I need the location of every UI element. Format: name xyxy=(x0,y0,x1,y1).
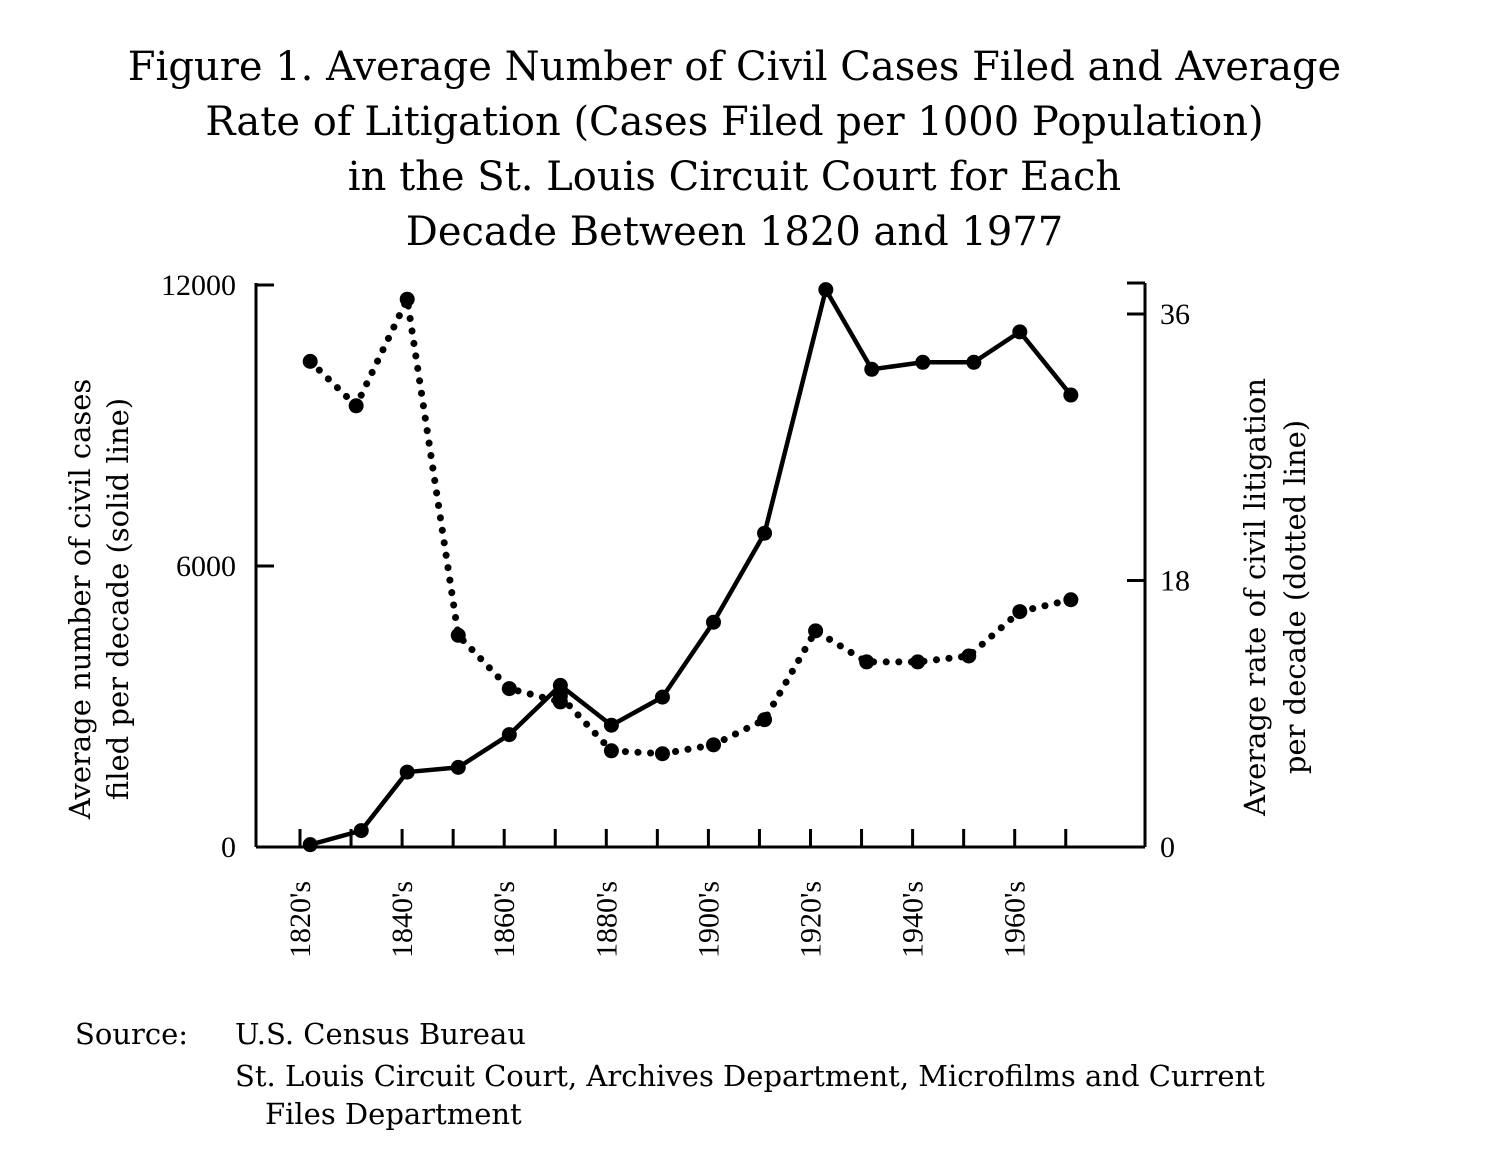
solid-series-line xyxy=(309,287,1073,847)
title-line-4: Decade Between 1820 and 1977 xyxy=(405,209,1064,255)
solid-series xyxy=(302,282,1079,853)
x-tick-label: 1840's xyxy=(386,881,419,958)
dotted-series-point xyxy=(302,353,318,369)
dotted-series-point xyxy=(348,398,364,414)
x-tick-label: 1860's xyxy=(488,881,521,958)
right-axis-title-line-1: Average rate of civil litigation xyxy=(1238,378,1272,817)
source-line-3: Files Department xyxy=(265,1097,522,1131)
solid-series-point xyxy=(966,354,982,370)
y-ticks: 0 6000 12000 0 18 36 xyxy=(161,269,1190,864)
solid-series-point xyxy=(1063,387,1079,403)
x-tick-label: 1880's xyxy=(590,881,623,958)
right-y-tick-label: 0 xyxy=(1160,831,1175,864)
solid-series-point xyxy=(757,525,773,541)
solid-series-point xyxy=(399,764,415,780)
x-tick-label: 1900's xyxy=(692,881,725,958)
left-axis-title-line-1: Average number of civil cases xyxy=(63,379,97,821)
left-y-tick-label: 0 xyxy=(221,831,236,864)
x-tick-label: 1960's xyxy=(999,881,1032,958)
dotted-series-point xyxy=(1063,592,1079,608)
left-axis-title-line-2: filed per decade (solid line) xyxy=(101,398,135,800)
left-y-tick-label: 12000 xyxy=(161,269,236,302)
solid-series-point xyxy=(302,837,318,853)
solid-series-point xyxy=(818,282,834,298)
title-line-1: Figure 1. Average Number of Civil Cases … xyxy=(127,44,1342,90)
dotted-series-point xyxy=(859,654,875,670)
dotted-series-point xyxy=(808,623,824,639)
solid-series-point xyxy=(654,689,670,705)
dotted-series xyxy=(302,287,1079,762)
source-line-2: St. Louis Circuit Court, Archives Depart… xyxy=(235,1059,1265,1093)
dotted-series-point xyxy=(450,627,466,643)
solid-series-point xyxy=(450,759,466,775)
dotted-series-point xyxy=(910,654,926,670)
solid-series-point xyxy=(1012,324,1028,340)
dotted-series-line xyxy=(306,287,1075,758)
solid-series-point xyxy=(353,823,369,839)
dotted-series-point xyxy=(399,291,415,307)
source-line-1: U.S. Census Bureau xyxy=(235,1017,526,1051)
dotted-series-point xyxy=(706,737,722,753)
x-ticks: 1820's 1840's 1860's 1880's 1900's 1920's 1940… xyxy=(284,829,1068,958)
right-y-tick-label: 18 xyxy=(1160,565,1190,598)
dotted-series-point xyxy=(961,648,977,664)
dotted-series-point xyxy=(1012,604,1028,620)
solid-series-point xyxy=(864,361,880,377)
solid-series-point xyxy=(915,354,931,370)
x-tick-label: 1820's xyxy=(284,881,317,958)
x-tick-label: 1940's xyxy=(897,881,930,958)
solid-series-point xyxy=(501,727,517,743)
solid-series-point xyxy=(706,614,722,630)
source-label: Source: xyxy=(75,1017,189,1051)
right-axis-title-line-2: per decade (dotted line) xyxy=(1278,420,1312,774)
title-line-2: Rate of Litigation (Cases Filed per 1000… xyxy=(205,99,1264,145)
left-y-tick-label: 6000 xyxy=(176,550,236,583)
series-layer xyxy=(302,282,1079,853)
solid-series-point xyxy=(552,677,568,693)
solid-series-point xyxy=(603,717,619,733)
x-tick-label: 1920's xyxy=(795,881,828,958)
right-y-tick-label: 36 xyxy=(1160,298,1190,331)
title-line-3: in the St. Louis Circuit Court for Each xyxy=(347,154,1122,200)
dotted-series-point xyxy=(552,688,568,704)
chart-title: Figure 1. Average Number of Civil Cases … xyxy=(40,40,1429,260)
dotted-series-point xyxy=(603,743,619,759)
dotted-series-point xyxy=(654,746,670,762)
dotted-series-point xyxy=(757,712,773,728)
dotted-series-point xyxy=(501,681,517,697)
